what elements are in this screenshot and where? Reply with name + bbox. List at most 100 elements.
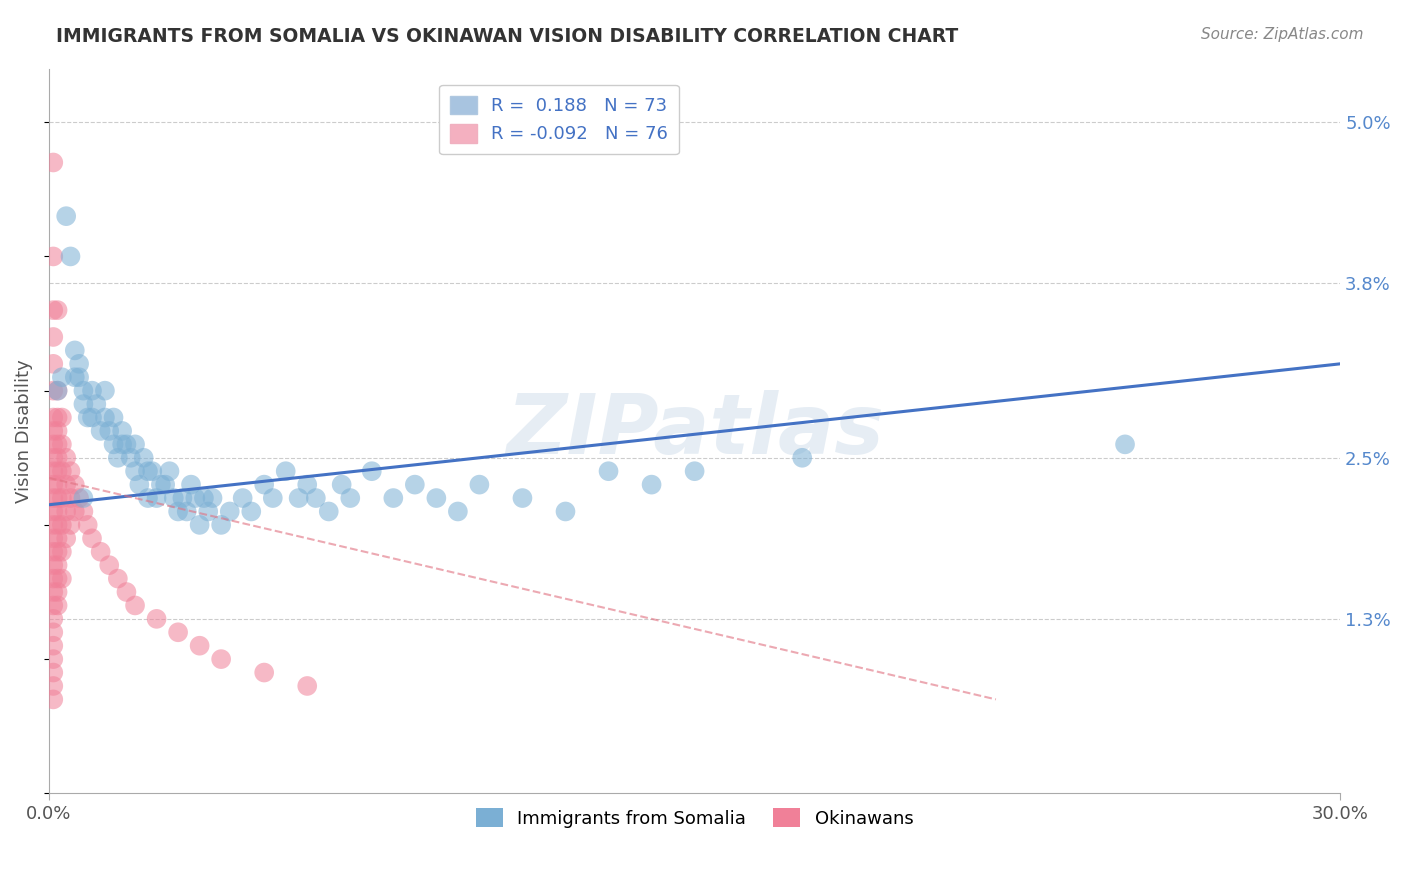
Point — [46, 477, 69, 491]
Point — [42, 303, 65, 318]
Point — [80, 531, 103, 545]
Point — [188, 517, 211, 532]
Point — [46, 504, 69, 518]
Point — [42, 477, 65, 491]
Point — [184, 491, 207, 505]
Point — [42, 612, 65, 626]
Point — [51, 370, 73, 384]
Point — [128, 477, 150, 491]
Point — [46, 491, 69, 505]
Point — [297, 679, 319, 693]
Point — [132, 450, 155, 465]
Point — [209, 517, 232, 532]
Point — [136, 491, 159, 505]
Point — [63, 343, 86, 358]
Point — [42, 410, 65, 425]
Point — [136, 464, 159, 478]
Point — [46, 384, 69, 398]
Point — [42, 384, 65, 398]
Point — [339, 491, 361, 505]
Point — [42, 517, 65, 532]
Point — [468, 477, 491, 491]
Point — [42, 424, 65, 438]
Point — [59, 517, 82, 532]
Point — [42, 625, 65, 640]
Point — [107, 572, 129, 586]
Text: IMMIGRANTS FROM SOMALIA VS OKINAWAN VISION DISABILITY CORRELATION CHART: IMMIGRANTS FROM SOMALIA VS OKINAWAN VISI… — [56, 27, 959, 45]
Point — [42, 639, 65, 653]
Point — [683, 464, 706, 478]
Point — [42, 572, 65, 586]
Point — [318, 504, 340, 518]
Point — [86, 397, 108, 411]
Point — [201, 491, 224, 505]
Point — [425, 491, 447, 505]
Point — [274, 464, 297, 478]
Point — [46, 384, 69, 398]
Point — [55, 209, 77, 223]
Point — [46, 303, 69, 318]
Point — [59, 491, 82, 505]
Point — [253, 477, 276, 491]
Point — [42, 504, 65, 518]
Point — [42, 599, 65, 613]
Point — [55, 450, 77, 465]
Point — [51, 410, 73, 425]
Point — [193, 491, 215, 505]
Point — [76, 410, 98, 425]
Point — [46, 517, 69, 532]
Point — [149, 477, 172, 491]
Point — [404, 477, 426, 491]
Point — [46, 531, 69, 545]
Point — [51, 437, 73, 451]
Point — [240, 504, 263, 518]
Point — [42, 545, 65, 559]
Point — [111, 437, 134, 451]
Point — [59, 249, 82, 263]
Text: Source: ZipAtlas.com: Source: ZipAtlas.com — [1201, 27, 1364, 42]
Point — [63, 504, 86, 518]
Point — [90, 545, 112, 559]
Point — [80, 384, 103, 398]
Point — [42, 330, 65, 344]
Point — [554, 504, 576, 518]
Point — [262, 491, 284, 505]
Point — [76, 517, 98, 532]
Point — [42, 357, 65, 371]
Point — [447, 504, 470, 518]
Point — [63, 370, 86, 384]
Point — [51, 491, 73, 505]
Point — [98, 424, 121, 438]
Point — [640, 477, 662, 491]
Point — [46, 558, 69, 573]
Point — [159, 464, 181, 478]
Legend: Immigrants from Somalia, Okinawans: Immigrants from Somalia, Okinawans — [468, 801, 921, 835]
Point — [46, 424, 69, 438]
Point — [111, 424, 134, 438]
Point — [197, 504, 219, 518]
Point — [382, 491, 405, 505]
Point — [46, 545, 69, 559]
Point — [94, 384, 117, 398]
Point — [792, 450, 814, 465]
Point — [42, 437, 65, 451]
Point — [51, 572, 73, 586]
Point — [42, 558, 65, 573]
Point — [124, 437, 146, 451]
Point — [145, 612, 167, 626]
Point — [46, 599, 69, 613]
Point — [42, 491, 65, 505]
Point — [115, 437, 138, 451]
Point — [55, 504, 77, 518]
Point — [287, 491, 309, 505]
Point — [107, 450, 129, 465]
Point — [330, 477, 353, 491]
Point — [232, 491, 254, 505]
Point — [94, 410, 117, 425]
Point — [46, 585, 69, 599]
Point — [153, 477, 176, 491]
Point — [67, 357, 90, 371]
Point — [42, 585, 65, 599]
Point — [360, 464, 382, 478]
Point — [55, 531, 77, 545]
